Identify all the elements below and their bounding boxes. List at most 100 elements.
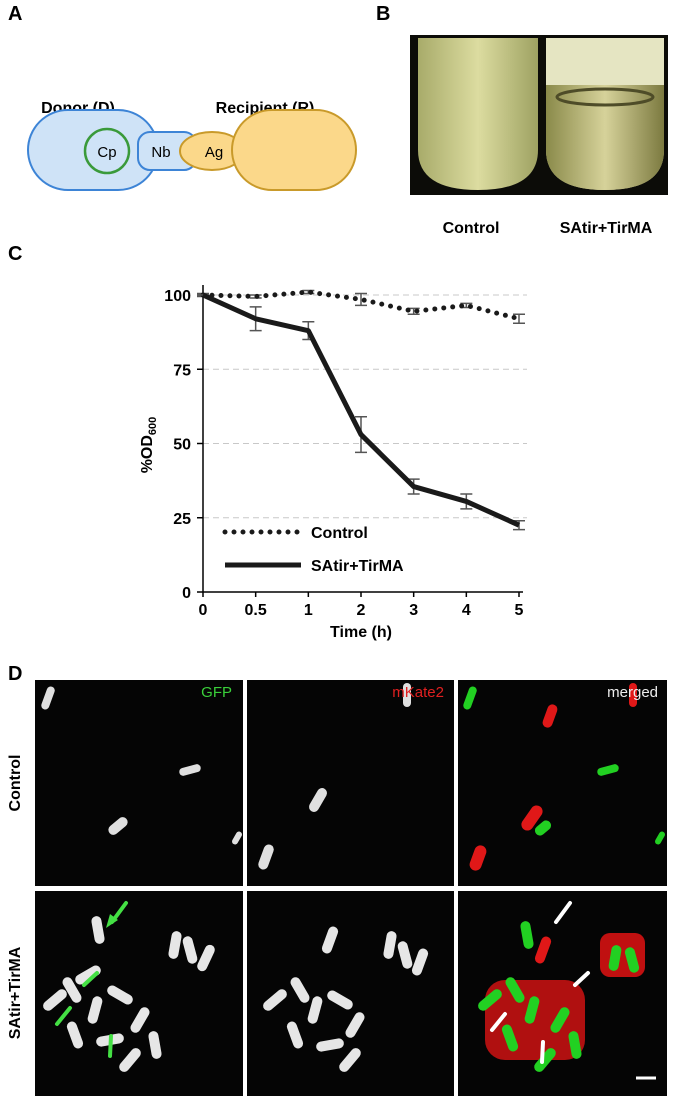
rod xyxy=(168,931,182,959)
rod xyxy=(258,844,274,870)
rod xyxy=(411,948,429,976)
micrograph xyxy=(247,680,454,886)
column-title: GFP xyxy=(201,684,232,701)
y-tick-label: 25 xyxy=(173,511,191,528)
rod xyxy=(130,1007,150,1033)
micrograph xyxy=(458,680,667,886)
panel-label: D xyxy=(8,663,22,685)
x-tick-label: 0 xyxy=(199,602,208,619)
rod xyxy=(179,764,201,776)
rod xyxy=(469,845,487,871)
rod xyxy=(119,1048,141,1072)
panel-label: C xyxy=(8,243,22,265)
rod xyxy=(624,947,640,973)
row-label: SAtir+TirMA xyxy=(7,946,24,1039)
arrow xyxy=(540,1040,545,1064)
nb-label: Nb xyxy=(151,144,170,161)
y-tick-label: 100 xyxy=(164,288,191,305)
recipient-cell xyxy=(231,109,357,191)
rod xyxy=(542,704,558,728)
rod xyxy=(397,941,413,969)
arrow xyxy=(573,971,590,987)
cells-control-merged xyxy=(463,683,665,871)
tube xyxy=(418,38,538,190)
rod xyxy=(505,977,525,1003)
rod xyxy=(534,820,552,836)
series-line xyxy=(200,289,522,322)
rod xyxy=(316,1038,344,1052)
micrograph xyxy=(35,680,243,886)
arrow xyxy=(82,971,99,987)
arrow xyxy=(490,1012,507,1032)
rod xyxy=(197,944,215,972)
caption: Control xyxy=(443,220,500,237)
rod xyxy=(107,985,133,1005)
y-axis-label-sub: 600 xyxy=(147,417,159,435)
rod xyxy=(403,683,411,707)
rod xyxy=(463,686,477,710)
tube-band xyxy=(555,87,655,107)
rod xyxy=(534,936,552,964)
rod xyxy=(478,989,502,1011)
rod xyxy=(521,805,543,831)
legend-label: SAtir+TirMA xyxy=(311,558,404,575)
rod xyxy=(309,788,327,812)
rod xyxy=(550,1007,570,1033)
x-tick-label: 4 xyxy=(462,602,471,619)
error-bar xyxy=(513,313,525,324)
rod xyxy=(263,989,287,1011)
cells-control-mkate xyxy=(258,683,411,870)
arrow xyxy=(108,1034,113,1058)
caption: SAtir+TirMA xyxy=(560,220,653,237)
x-tick-label: 5 xyxy=(515,602,524,619)
rod xyxy=(232,831,242,845)
rod xyxy=(286,1021,304,1049)
rod xyxy=(520,921,534,949)
rod xyxy=(66,1021,84,1049)
arrow xyxy=(554,901,572,924)
x-tick-label: 1 xyxy=(304,602,313,619)
cells-control-gfp xyxy=(41,686,242,845)
arrows xyxy=(55,901,590,1064)
y-tick-label: 0 xyxy=(182,585,191,602)
panel-label: B xyxy=(376,3,390,25)
rod xyxy=(327,990,353,1010)
cells-satir-merged xyxy=(478,921,656,1080)
rod xyxy=(524,996,540,1024)
error-bar xyxy=(355,292,367,307)
rod xyxy=(568,1031,582,1059)
rod xyxy=(608,945,622,971)
rod xyxy=(534,1048,556,1072)
column-title: merged xyxy=(607,684,658,701)
x-axis-label: Time (h) xyxy=(330,624,392,641)
rod xyxy=(75,965,101,985)
cells-satir-gfp xyxy=(43,916,215,1072)
chart: 0 25 50 75 100 0 0.5 1 2 3 4 5 Time (h) Control SAtir+… xyxy=(164,285,527,641)
rod xyxy=(43,989,67,1011)
series-line xyxy=(201,292,521,528)
rod xyxy=(182,936,198,964)
x-tick-label: 0.5 xyxy=(245,602,267,619)
rod xyxy=(339,1048,361,1072)
arrow xyxy=(55,1006,72,1026)
arrowhead xyxy=(106,914,118,928)
rod xyxy=(307,996,323,1024)
cp-label: Cp xyxy=(97,144,116,161)
rod xyxy=(87,996,103,1024)
rod xyxy=(345,1012,365,1038)
tube-top xyxy=(546,38,664,85)
tube-lower xyxy=(546,85,664,190)
rod xyxy=(148,1031,162,1059)
y-tick-label: 75 xyxy=(173,362,191,379)
x-tick-label: 3 xyxy=(409,602,418,619)
panel-label: A xyxy=(8,3,22,25)
row-label: Control xyxy=(7,755,24,812)
y-axis-label: %OD600 xyxy=(139,417,159,474)
rod xyxy=(629,683,637,707)
rod xyxy=(321,926,339,954)
ag-label: Ag xyxy=(205,144,223,161)
plasmid xyxy=(83,127,131,175)
cells-satir-mkate xyxy=(263,926,429,1072)
rod xyxy=(501,1024,519,1052)
